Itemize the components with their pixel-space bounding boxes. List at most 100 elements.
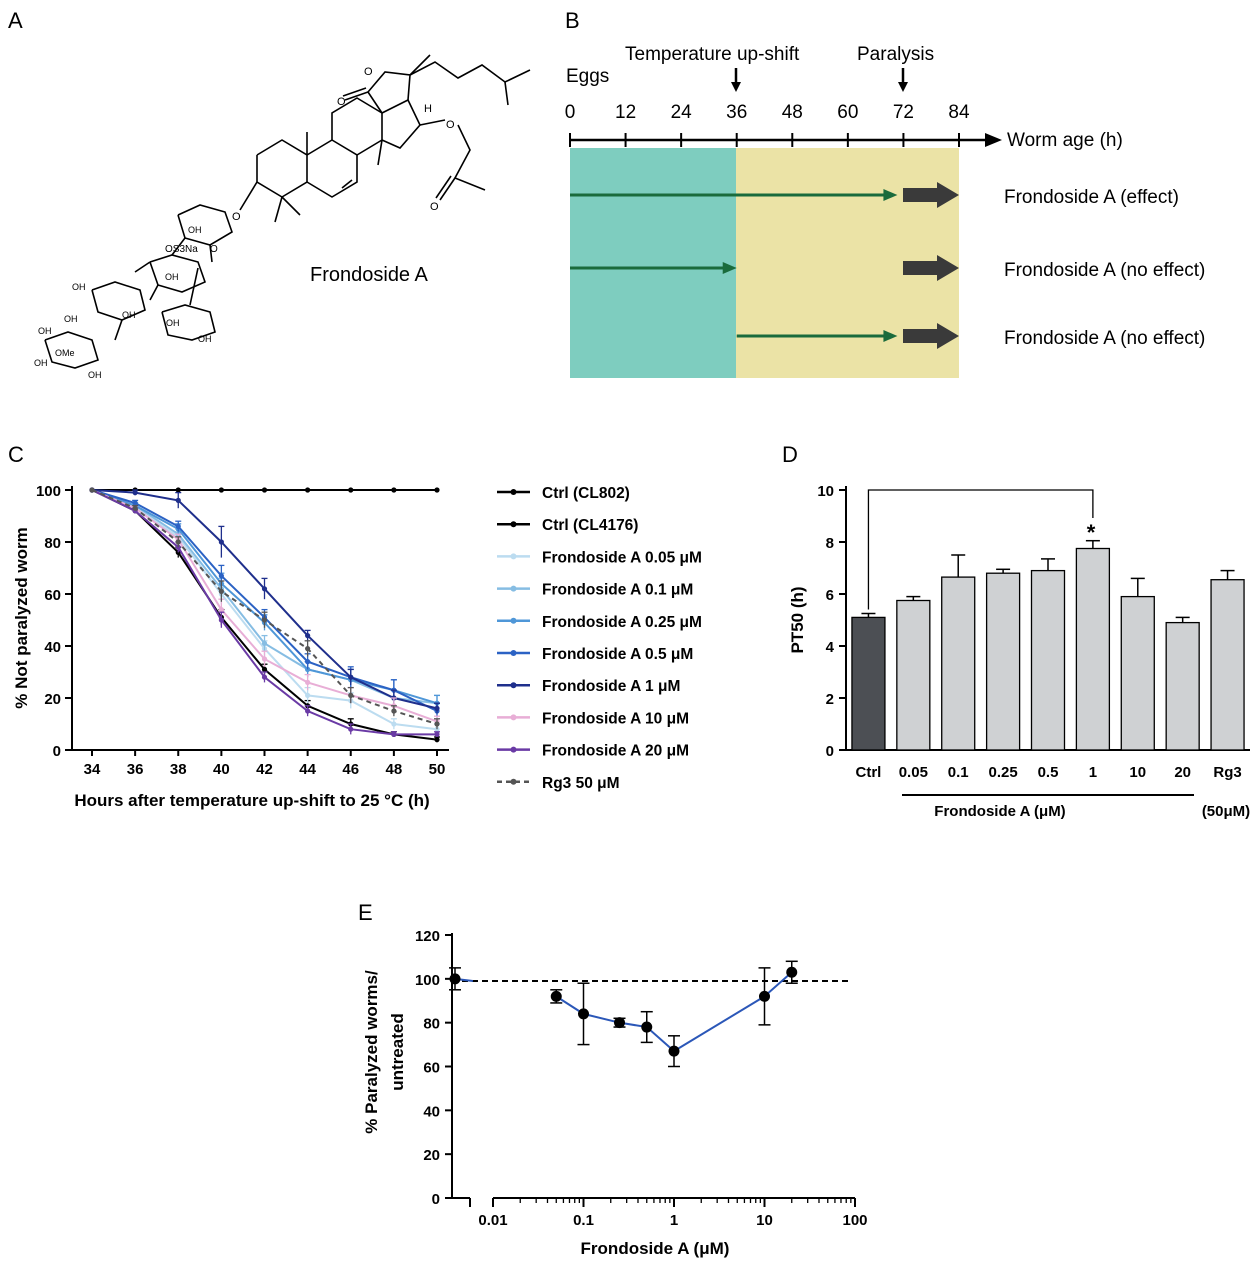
axis-tick-label-0: 0 <box>565 102 576 123</box>
panel-c-letter: C <box>8 442 24 467</box>
atom-oh-9: OH <box>166 318 180 328</box>
x-tick-label-44: 44 <box>299 761 316 778</box>
x-axis-label: Frondoside A (μM) <box>581 1239 730 1258</box>
data-point <box>641 1021 653 1033</box>
axis-tick-label-12: 12 <box>615 102 636 123</box>
data-point <box>132 500 138 506</box>
data-point <box>305 692 311 699</box>
data-point <box>578 1008 589 1020</box>
y-tick-label-60: 60 <box>44 587 61 604</box>
significance-asterisk: * <box>1087 520 1096 545</box>
x-tick-label-10: 10 <box>756 1212 773 1229</box>
axis-label-worm-age: Worm age (h) <box>1007 130 1123 151</box>
x-tick-label-40: 40 <box>213 761 230 778</box>
x-tick-label-0.01: 0.01 <box>478 1212 507 1229</box>
data-point <box>434 705 440 712</box>
data-point <box>89 487 95 493</box>
data-point <box>218 588 224 595</box>
data-point <box>218 573 224 579</box>
y-tick-label-10: 10 <box>817 483 834 500</box>
y-axis-label-line2: untreated <box>388 1013 407 1090</box>
data-point <box>132 490 138 496</box>
data-point <box>668 1045 680 1057</box>
data-point <box>175 544 181 550</box>
axis-tick-label-60: 60 <box>837 102 858 123</box>
y-tick-label-20: 20 <box>423 1147 440 1164</box>
label-eggs: Eggs <box>566 66 609 87</box>
paralysis-block-arrow <box>903 255 959 281</box>
data-point <box>550 990 562 1002</box>
atom-oh-4: OH <box>64 314 78 324</box>
x-tick-label-42: 42 <box>256 761 273 778</box>
y-axis-label: % Not paralyzed worm <box>12 527 31 708</box>
legend-label-4: Frondoside A 0.25 μM <box>542 614 702 631</box>
data-point <box>391 721 397 727</box>
y-tick-label-4: 4 <box>826 639 835 656</box>
x-tick-label-50: 50 <box>429 761 446 778</box>
legend-label-7: Frondoside A 10 μM <box>542 710 689 727</box>
legend-label-2: Frondoside A 0.05 μM <box>542 549 702 566</box>
y-tick-label-40: 40 <box>423 1103 440 1120</box>
y-tick-label-6: 6 <box>826 587 834 604</box>
row-label: Frondoside A (no effect) <box>1004 260 1205 281</box>
y-axis-label-line1: % Paralyzed worms/ <box>362 970 381 1134</box>
data-point <box>261 487 268 493</box>
label-paralysis: Paralysis <box>857 44 934 65</box>
legend-label-5: Frondoside A 0.5 μM <box>542 646 693 663</box>
data-point <box>434 487 440 493</box>
atom-o-acetyl-carbonyl: O <box>430 201 439 213</box>
data-point <box>261 617 268 623</box>
x-tick-label-0.25: 0.25 <box>989 764 1018 781</box>
panel-a: A <box>8 8 531 380</box>
data-point <box>261 666 268 673</box>
axis-tick-label-48: 48 <box>782 102 803 123</box>
data-point <box>348 674 354 680</box>
x-axis-label: Hours after temperature up-shift to 25 °… <box>74 791 429 810</box>
legend-label-6: Frondoside A 1 μM <box>542 678 680 695</box>
atom-ome: OMe <box>55 348 75 358</box>
data-point <box>305 679 311 686</box>
data-point <box>759 990 770 1002</box>
atom-o-lactone: O <box>337 96 346 108</box>
x-tick-label-100: 100 <box>842 1212 867 1229</box>
y-tick-label-40: 40 <box>44 639 61 656</box>
data-point <box>132 505 138 511</box>
data-point <box>218 539 224 545</box>
label-temperature-upshift: Temperature up-shift <box>625 44 800 65</box>
data-point <box>261 640 268 647</box>
bar-1 <box>1075 547 1111 751</box>
legend-label-8: Frondoside A 20 μM <box>542 743 689 760</box>
x-tick-label-0.5: 0.5 <box>1038 764 1059 781</box>
treatment-arrow-head <box>722 262 737 274</box>
atom-oh-2: OH <box>165 272 179 282</box>
series-0 <box>89 487 440 493</box>
legend-label-3: Frondoside A 0.1 μM <box>542 582 693 599</box>
x-tick-label-34: 34 <box>84 761 101 778</box>
data-point <box>218 607 224 613</box>
paralysis-block-arrow <box>903 323 959 349</box>
data-point <box>305 659 311 665</box>
paralysis-block-arrow <box>903 182 959 208</box>
row-label: Frondoside A (no effect) <box>1004 328 1205 349</box>
treatment-arrow-head <box>883 330 898 342</box>
panel-b: B 0 12 24 36 48 60 72 84 Eggs Temperature up-sh… <box>565 8 1205 378</box>
data-point <box>391 487 397 493</box>
axis-tick-label-84: 84 <box>948 102 970 123</box>
data-point <box>348 487 354 493</box>
down-arrow-paralysis <box>898 68 908 92</box>
axis-arrowhead <box>985 133 1002 147</box>
treatment-arrow-head <box>883 189 898 201</box>
data-point <box>175 487 181 493</box>
data-point <box>434 731 440 738</box>
atom-oh-7: OH <box>34 358 48 368</box>
bar-Rg3 <box>1210 579 1245 751</box>
y-tick-label-80: 80 <box>423 1016 440 1033</box>
x-tick-label-48: 48 <box>386 761 403 778</box>
series-6 <box>89 487 440 714</box>
data-point <box>391 708 397 714</box>
legend-swatch-marker <box>510 714 517 721</box>
data-point <box>175 539 181 545</box>
legend-label-1: Ctrl (CL4176) <box>542 517 638 534</box>
group-label-frondoside: Frondoside A (μM) <box>934 803 1065 820</box>
